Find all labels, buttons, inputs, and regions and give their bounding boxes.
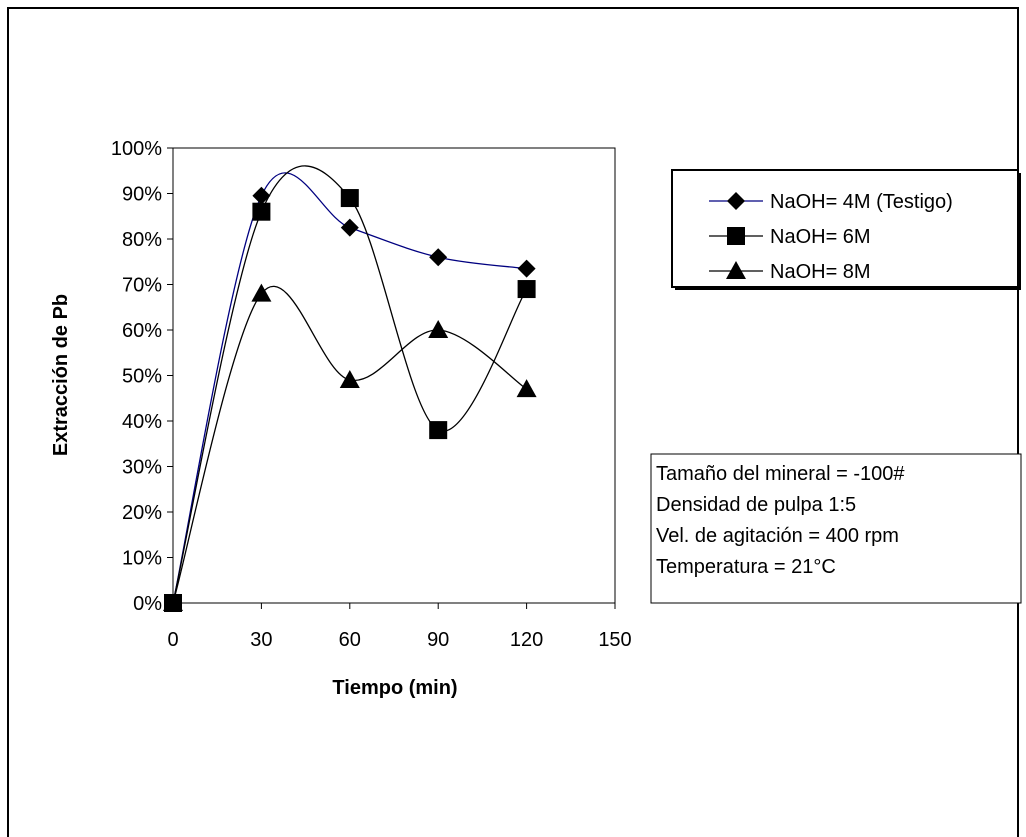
- legend-marker: [727, 227, 745, 245]
- y-tick-label: 10%: [122, 548, 162, 570]
- legend-label: NaOH= 8M: [770, 261, 871, 283]
- diamond-point: [429, 248, 448, 267]
- x-tick-label: 30: [250, 629, 272, 651]
- legend-label: NaOH= 4M (Testigo): [770, 191, 953, 213]
- legend-marker: [726, 261, 746, 279]
- x-axis-title: Tiempo (min): [332, 677, 457, 699]
- y-tick-label: 100%: [111, 138, 162, 160]
- y-tick-label: 40%: [122, 411, 162, 433]
- note-line-2: Densidad de pulpa 1:5: [656, 494, 856, 516]
- x-tick-label: 90: [427, 629, 449, 651]
- y-tick-label: 20%: [122, 502, 162, 524]
- y-tick-label: 70%: [122, 275, 162, 297]
- triangle-point: [339, 370, 360, 389]
- note-line-4: Temperatura = 21°C: [656, 556, 836, 578]
- legend: NaOH= 4M (Testigo) NaOH= 6M NaOH= 8M: [671, 169, 1021, 290]
- y-tick-label: 0%: [133, 593, 162, 615]
- triangle-point: [428, 320, 449, 338]
- chart-frame: [7, 7, 1019, 837]
- legend-item: NaOH= 6M: [709, 226, 871, 248]
- y-tick-label: 80%: [122, 229, 162, 251]
- square-point: [252, 202, 271, 221]
- y-axis-title: Extracción de Pb: [50, 294, 72, 456]
- x-tick-label: 60: [339, 629, 361, 651]
- series-line: [172, 285, 527, 604]
- conditions-note: Tamaño del mineral = -100# Densidad de p…: [650, 453, 1022, 604]
- legend-label: NaOH= 6M: [770, 226, 871, 248]
- x-tick-label: 0: [167, 629, 178, 651]
- diamond-point: [517, 259, 536, 278]
- diamond-point: [252, 186, 271, 205]
- x-tick-label: 120: [510, 629, 543, 651]
- x-tick-label: 150: [598, 629, 631, 651]
- y-tick-label: 60%: [122, 320, 162, 342]
- triangle-point: [516, 379, 537, 398]
- y-tick-label: 50%: [122, 366, 162, 388]
- x-axis: 0 30 60 90 120 150: [167, 603, 632, 651]
- y-axis: 0% 10% 20% 30% 40% 50% 60% 70% 80% 90% 100%: [111, 138, 173, 615]
- series-layer: [163, 165, 537, 612]
- legend-item: NaOH= 8M: [709, 261, 871, 283]
- triangle-point: [163, 593, 183, 611]
- plot-area: [172, 147, 616, 604]
- diamond-point: [340, 218, 359, 237]
- legend-item: NaOH= 4M (Testigo): [709, 191, 953, 213]
- note-line-1: Tamaño del mineral = -100#: [656, 463, 905, 485]
- y-tick-label: 90%: [122, 184, 162, 206]
- legend-marker: [727, 192, 745, 210]
- note-line-3: Vel. de agitación = 400 rpm: [656, 525, 899, 547]
- square-point: [517, 280, 536, 299]
- y-tick-label: 30%: [122, 457, 162, 479]
- square-point: [429, 421, 448, 440]
- triangle-point: [251, 283, 272, 302]
- series-3: [163, 283, 537, 611]
- square-point: [340, 189, 359, 208]
